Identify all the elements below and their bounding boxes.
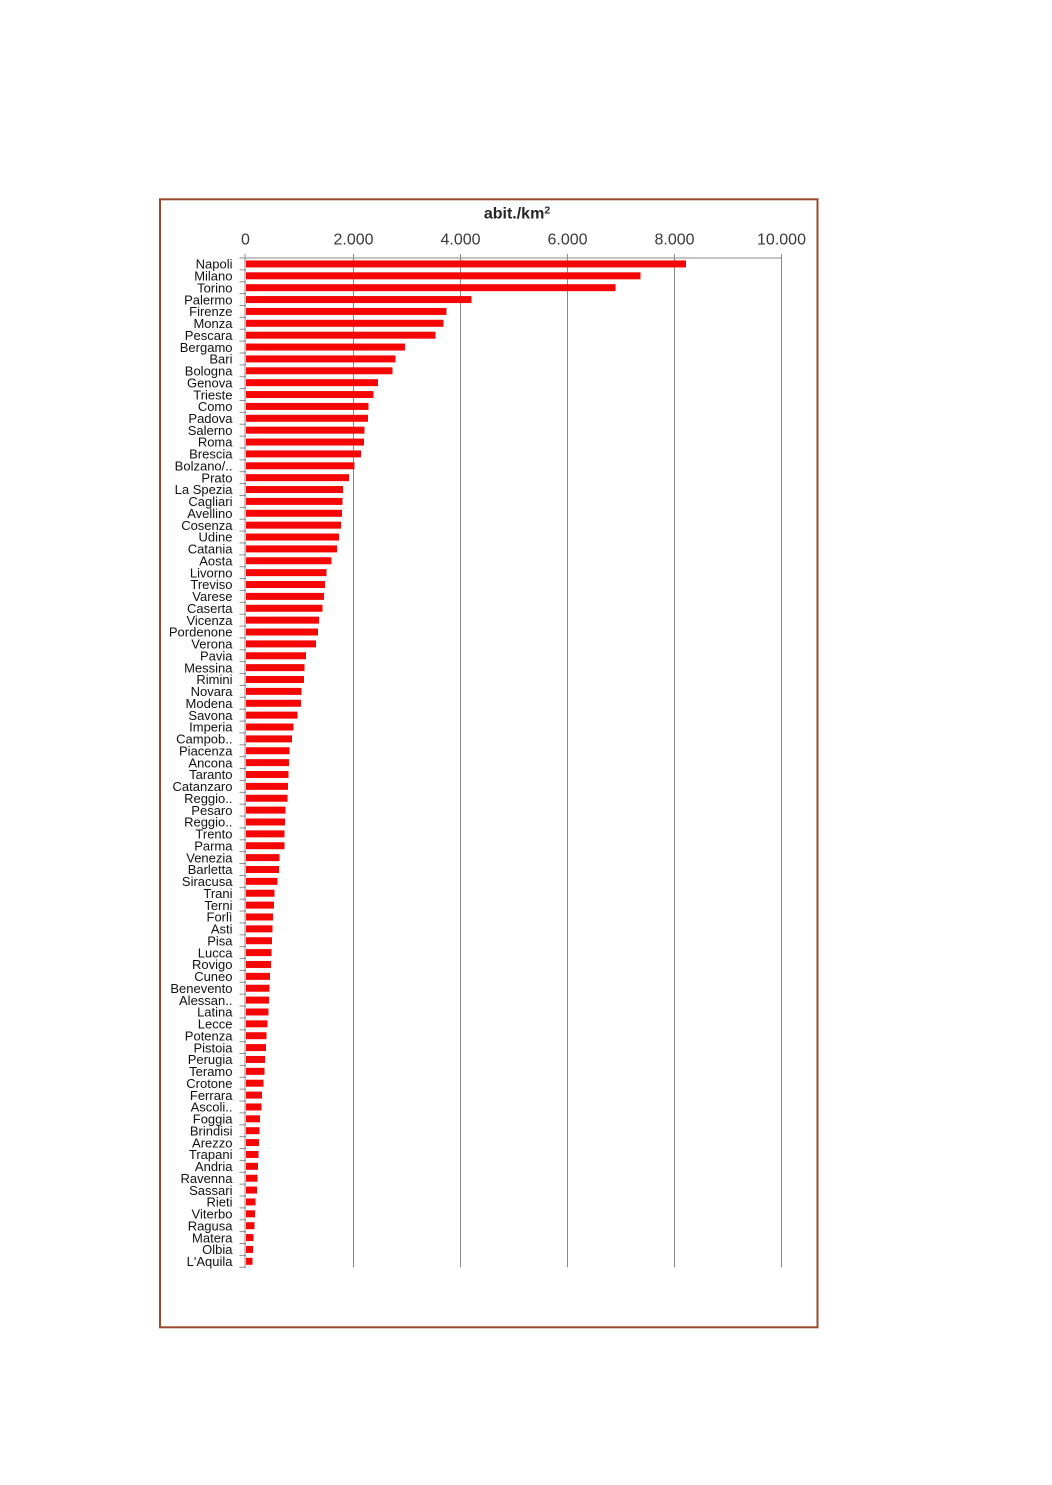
svg-text:Firenze: Firenze xyxy=(189,304,232,319)
svg-text:Trieste: Trieste xyxy=(193,387,232,402)
svg-text:Rimini: Rimini xyxy=(196,672,232,687)
svg-text:Teramo: Teramo xyxy=(189,1064,232,1079)
svg-text:Pesaro: Pesaro xyxy=(191,803,232,818)
svg-text:Pordenone: Pordenone xyxy=(169,625,233,640)
svg-text:Bergamo: Bergamo xyxy=(180,340,233,355)
svg-text:Varese: Varese xyxy=(192,589,232,604)
svg-text:Foggia: Foggia xyxy=(193,1112,234,1127)
svg-text:Asti: Asti xyxy=(211,922,233,937)
svg-text:Reggio..: Reggio.. xyxy=(184,815,232,830)
svg-text:2.000: 2.000 xyxy=(333,232,373,249)
svg-text:Bolzano/..: Bolzano/.. xyxy=(175,458,233,473)
svg-text:Treviso: Treviso xyxy=(190,577,232,592)
svg-text:Viterbo: Viterbo xyxy=(192,1207,233,1222)
svg-text:Cagliari: Cagliari xyxy=(188,494,232,509)
svg-text:Trapani: Trapani xyxy=(189,1147,233,1162)
svg-text:Palermo: Palermo xyxy=(184,292,232,307)
svg-text:Milano: Milano xyxy=(194,269,232,284)
svg-text:Savona: Savona xyxy=(188,708,233,723)
svg-text:Olbia: Olbia xyxy=(202,1242,233,1257)
svg-text:Cosenza: Cosenza xyxy=(181,518,233,533)
svg-text:4.000: 4.000 xyxy=(440,232,480,249)
svg-text:Imperia: Imperia xyxy=(189,720,233,735)
svg-text:8.000: 8.000 xyxy=(654,232,694,249)
svg-text:Siracusa: Siracusa xyxy=(182,874,233,889)
svg-text:Monza: Monza xyxy=(193,316,233,331)
svg-text:L'Aquila: L'Aquila xyxy=(187,1254,234,1269)
svg-text:Pistoia: Pistoia xyxy=(193,1040,233,1055)
svg-text:abit./km2: abit./km2 xyxy=(484,205,550,223)
svg-text:Vicenza: Vicenza xyxy=(186,613,233,628)
svg-text:Aosta: Aosta xyxy=(199,553,233,568)
svg-text:Bologna: Bologna xyxy=(185,364,233,379)
svg-text:Pisa: Pisa xyxy=(207,933,233,948)
svg-text:Salerno: Salerno xyxy=(188,423,233,438)
svg-text:Venezia: Venezia xyxy=(186,850,233,865)
svg-text:Cuneo: Cuneo xyxy=(194,969,232,984)
svg-text:Verona: Verona xyxy=(191,637,233,652)
svg-text:Reggio..: Reggio.. xyxy=(184,791,232,806)
svg-text:Livorno: Livorno xyxy=(190,565,233,580)
svg-text:Potenza: Potenza xyxy=(185,1028,233,1043)
svg-text:Ferrara: Ferrara xyxy=(190,1088,233,1103)
svg-text:Campob..: Campob.. xyxy=(176,732,232,747)
svg-text:Ravenna: Ravenna xyxy=(180,1171,233,1186)
svg-text:Torino: Torino xyxy=(197,280,232,295)
svg-text:Catania: Catania xyxy=(188,542,234,557)
svg-text:Catanzaro: Catanzaro xyxy=(173,779,233,794)
svg-text:Novara: Novara xyxy=(191,684,234,699)
svg-text:Arezzo: Arezzo xyxy=(192,1135,232,1150)
svg-text:Bari: Bari xyxy=(209,352,232,367)
svg-text:Piacenza: Piacenza xyxy=(179,743,233,758)
svg-text:Crotone: Crotone xyxy=(186,1076,232,1091)
svg-text:Trento: Trento xyxy=(195,827,232,842)
svg-text:Rieti: Rieti xyxy=(206,1195,232,1210)
svg-text:Andria: Andria xyxy=(195,1159,233,1174)
svg-text:Matera: Matera xyxy=(192,1230,233,1245)
svg-text:Udine: Udine xyxy=(199,530,233,545)
svg-text:Caserta: Caserta xyxy=(187,601,233,616)
svg-text:Trani: Trani xyxy=(203,886,232,901)
svg-text:Lucca: Lucca xyxy=(198,945,233,960)
svg-text:Benevento: Benevento xyxy=(170,981,232,996)
svg-text:6.000: 6.000 xyxy=(547,232,587,249)
svg-text:Brescia: Brescia xyxy=(189,447,233,462)
svg-text:Terni: Terni xyxy=(204,898,232,913)
svg-text:Rovigo: Rovigo xyxy=(192,957,232,972)
svg-text:Taranto: Taranto xyxy=(189,767,232,782)
svg-text:Roma: Roma xyxy=(198,435,233,450)
svg-text:Latina: Latina xyxy=(197,1005,233,1020)
svg-text:Napoli: Napoli xyxy=(196,257,233,272)
svg-text:Prato: Prato xyxy=(201,470,232,485)
svg-text:Sassari: Sassari xyxy=(189,1183,232,1198)
svg-text:Padova: Padova xyxy=(188,411,233,426)
svg-text:Lecce: Lecce xyxy=(198,1017,233,1032)
svg-text:Messina: Messina xyxy=(184,660,233,675)
svg-text:Forlì: Forlì xyxy=(207,910,233,925)
svg-text:Pescara: Pescara xyxy=(185,328,233,343)
svg-text:La Spezia: La Spezia xyxy=(175,482,234,497)
svg-text:Ragusa: Ragusa xyxy=(188,1218,234,1233)
svg-text:Avellino: Avellino xyxy=(187,506,232,521)
svg-text:Barletta: Barletta xyxy=(188,862,234,877)
svg-text:Modena: Modena xyxy=(186,696,234,711)
svg-text:Pavia: Pavia xyxy=(200,648,233,663)
svg-text:10.000: 10.000 xyxy=(757,232,806,249)
svg-text:Parma: Parma xyxy=(194,838,233,853)
svg-text:Ancona: Ancona xyxy=(188,755,233,770)
svg-text:0: 0 xyxy=(241,232,250,249)
svg-text:Genova: Genova xyxy=(187,375,233,390)
svg-text:Ascoli..: Ascoli.. xyxy=(191,1100,233,1115)
svg-text:Alessan..: Alessan.. xyxy=(179,993,232,1008)
svg-text:Perugia: Perugia xyxy=(188,1052,234,1067)
svg-text:Brindisi: Brindisi xyxy=(190,1123,233,1138)
svg-text:Como: Como xyxy=(198,399,233,414)
